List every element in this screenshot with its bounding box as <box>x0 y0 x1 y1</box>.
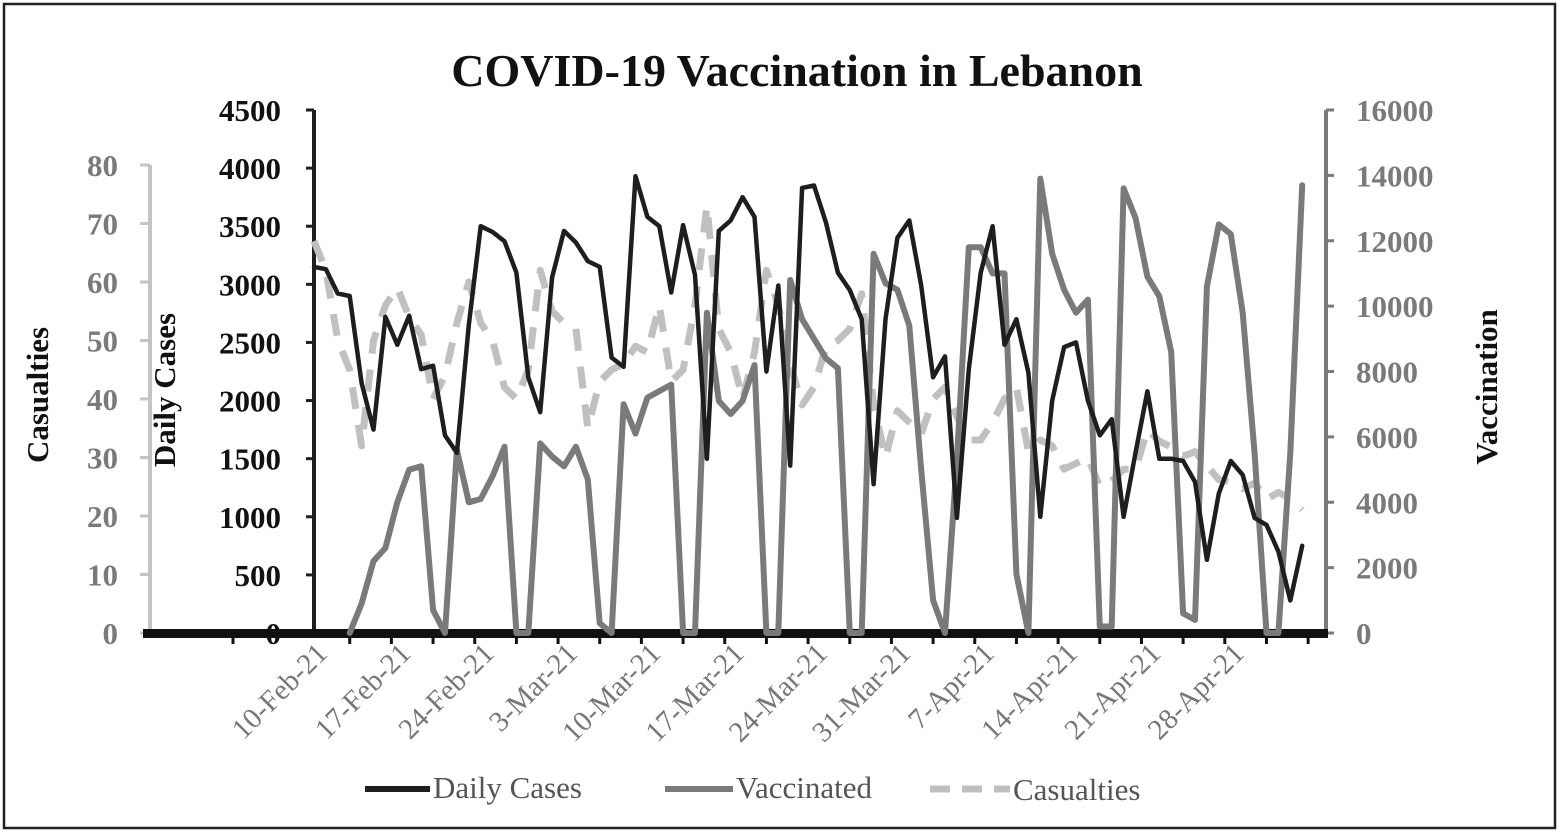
vaccination-tick-label: 14000 <box>1356 158 1434 193</box>
casualties-tick-label: 80 <box>87 148 118 183</box>
daily-cases-axis-title: Daily Cases <box>147 313 182 467</box>
daily-cases-tick-label: 2500 <box>219 325 281 360</box>
casualties-tick-label: 60 <box>87 265 118 300</box>
daily-cases-tick-label: 1000 <box>219 500 281 535</box>
daily-cases-tick-label: 4500 <box>219 93 281 128</box>
series-layer <box>310 173 1306 636</box>
legend-label-vaccinated: Vaccinated <box>736 770 872 805</box>
vaccination-tick-label: 0 <box>1356 616 1372 651</box>
vaccination-tick-label: 8000 <box>1356 355 1418 390</box>
chart-title: COVID-19 Vaccination in Lebanon <box>451 45 1142 96</box>
vaccination-tick-label: 4000 <box>1356 485 1418 520</box>
x-axis-baseline <box>143 629 1328 638</box>
daily-cases-tick-label: 2000 <box>219 384 281 419</box>
vaccination-tick-label: 10000 <box>1356 289 1434 324</box>
series-line-casualties <box>310 202 1305 513</box>
casualties-tick-label: 10 <box>87 558 118 593</box>
casualties-tick-label: 70 <box>87 207 118 242</box>
daily-cases-tick-label: 500 <box>235 558 282 593</box>
vaccination-tick-label: 12000 <box>1356 224 1434 259</box>
casualties-tick-label: 50 <box>87 324 118 359</box>
legend-item-daily-cases: Daily Cases <box>365 770 582 805</box>
legend-label-casualties: Casualties <box>1013 772 1140 807</box>
vaccination-tick-label: 2000 <box>1356 551 1418 586</box>
series-line-daily-cases <box>311 173 1305 603</box>
legend-item-vaccinated: Vaccinated <box>665 770 872 805</box>
casualties-tick-label: 20 <box>87 499 118 534</box>
casualties-tick-label: 30 <box>87 441 118 476</box>
casualties-tick-label: 40 <box>87 382 118 417</box>
daily-cases-tick-label: 3500 <box>219 209 281 244</box>
vaccination-tick-label: 16000 <box>1356 93 1434 128</box>
daily-cases-tick-label: 1500 <box>219 442 281 477</box>
legend-label-daily-cases: Daily Cases <box>433 770 582 805</box>
daily-cases-tick-label: 4000 <box>219 151 281 186</box>
vaccination-tick-label: 6000 <box>1356 420 1418 455</box>
casualties-axis-title: Casualties <box>20 327 55 463</box>
vaccination-axis-title: Vaccination <box>1469 309 1504 465</box>
casualties-tick-label: 0 <box>103 616 119 651</box>
legend: Daily Cases Vaccinated Casualties <box>365 770 1140 807</box>
series-line-vaccinated <box>346 175 1306 636</box>
daily-cases-tick-label: 3000 <box>219 267 281 302</box>
legend-item-casualties: Casualties <box>930 772 1140 807</box>
